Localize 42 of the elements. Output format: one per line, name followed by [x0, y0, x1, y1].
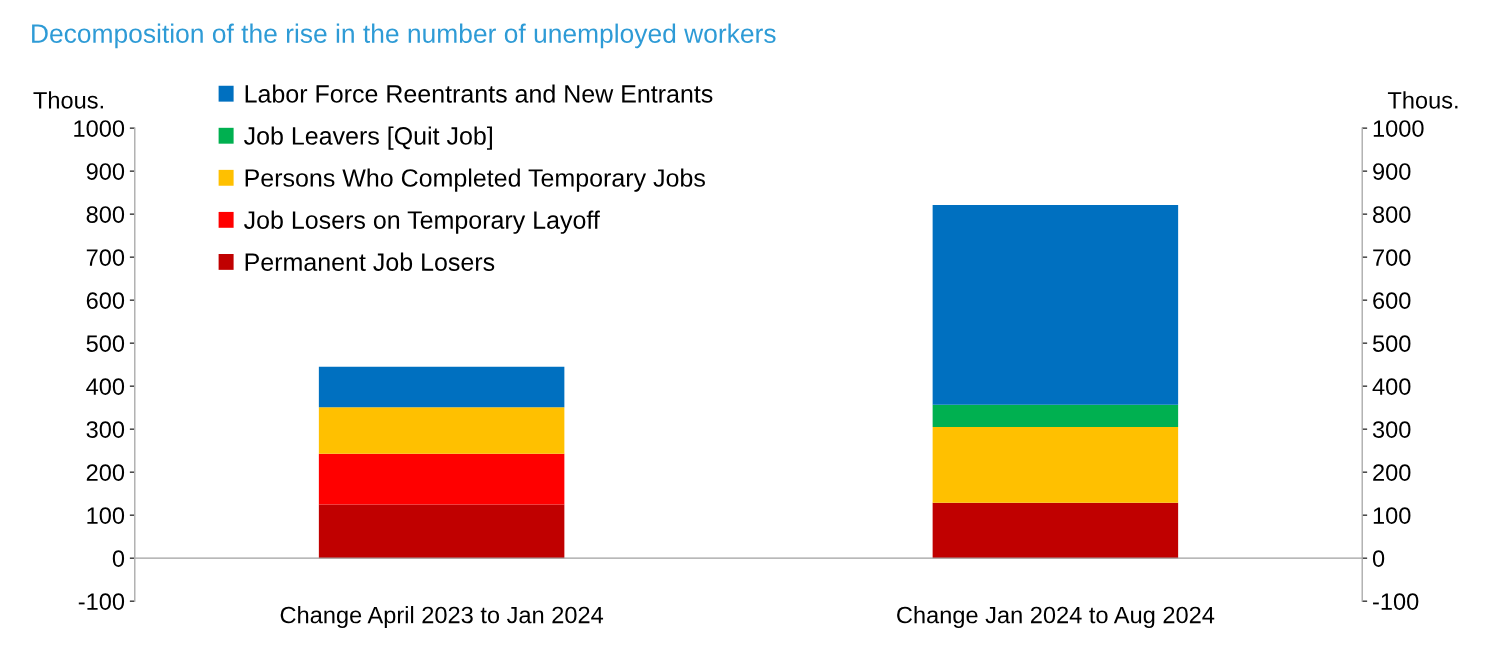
y-tick-label: 100	[87, 507, 125, 524]
chart-title: Decomposition of the rise in the number of unemployed workers	[32, 23, 776, 49]
legend-label: Permanent Job Losers	[245, 252, 495, 271]
y2-tick-label: 200	[1373, 464, 1411, 481]
y2-tick-label: 1000	[1373, 120, 1424, 137]
y-tick-label: 500	[86, 335, 125, 352]
bar	[318, 453, 565, 505]
y2-tick-label: 700	[1373, 249, 1411, 266]
x-tick-label: Change April 2023 to Jan 2024	[280, 606, 604, 629]
legend-label: Job Losers on Temporary Layoff	[244, 210, 600, 234]
bar	[932, 205, 1179, 405]
legend-label: Job Leavers [Quit Job]	[244, 126, 492, 150]
y-tick-label: 0	[112, 550, 125, 567]
y2-tick-label: 0	[1372, 550, 1385, 567]
y-tick-label: 300	[86, 421, 125, 438]
y-axis-title: Thous.	[33, 91, 103, 109]
bar	[932, 502, 1179, 559]
bar	[932, 426, 1179, 503]
y-tick-label: 200	[86, 464, 125, 481]
y-tick-label: 700	[86, 249, 125, 266]
y2-tick-label: 500	[1372, 335, 1411, 352]
y2-tick-label: -100	[1373, 593, 1419, 610]
x-tick-label: Change Jan 2024 to Aug 2024	[897, 606, 1215, 629]
y2-axis-title: Thous.	[1387, 91, 1458, 109]
y2-tick-label: 300	[1372, 421, 1411, 438]
legend-label: Persons Who Completed Temporary Jobs	[245, 168, 705, 192]
y2-tick-label: 900	[1373, 163, 1411, 180]
y2-tick-label: 600	[1373, 292, 1411, 309]
y-tick-label: 600	[86, 292, 125, 309]
y-tick-label: 400	[86, 378, 125, 395]
y-tick-label: 800	[86, 206, 125, 223]
y-tick-label: -100	[78, 593, 125, 610]
bar	[318, 366, 565, 408]
y2-tick-label: 100	[1373, 507, 1411, 524]
legend-label: Labor Force Reentrants and New Entrants	[245, 84, 713, 103]
y2-tick-label: 400	[1372, 378, 1411, 395]
y-tick-label: 1000	[74, 120, 125, 137]
y2-tick-label: 800	[1373, 206, 1411, 223]
y-tick-label: 900	[86, 163, 125, 180]
bar	[318, 407, 565, 454]
bar	[932, 404, 1179, 427]
bar	[318, 504, 565, 559]
